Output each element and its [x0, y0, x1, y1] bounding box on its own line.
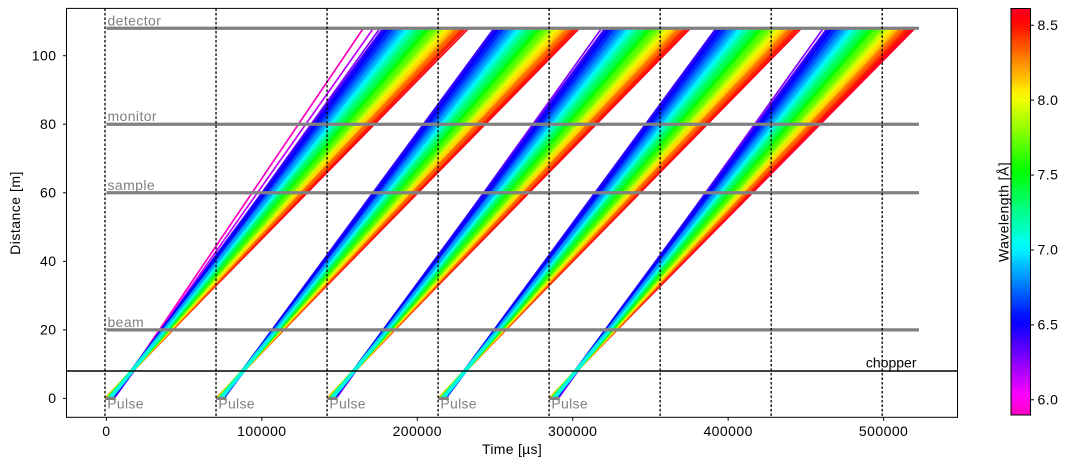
svg-text:0: 0 [102, 423, 110, 439]
svg-text:200000: 200000 [393, 423, 442, 439]
svg-text:80: 80 [40, 116, 56, 132]
svg-text:7.0: 7.0 [1038, 242, 1059, 258]
svg-text:Time [µs]: Time [µs] [482, 441, 542, 457]
svg-text:400000: 400000 [703, 423, 752, 439]
svg-text:Distance [m]: Distance [m] [7, 171, 23, 255]
svg-text:0: 0 [48, 390, 56, 406]
svg-text:sample: sample [108, 177, 156, 193]
svg-text:Pulse: Pulse [107, 396, 144, 412]
svg-text:Pulse: Pulse [551, 396, 588, 412]
svg-text:100: 100 [32, 47, 57, 63]
svg-text:6.5: 6.5 [1038, 316, 1059, 332]
svg-text:300000: 300000 [548, 423, 597, 439]
svg-text:7.5: 7.5 [1038, 167, 1059, 183]
svg-text:20: 20 [40, 321, 56, 337]
svg-text:60: 60 [40, 184, 56, 200]
svg-text:8.5: 8.5 [1038, 17, 1059, 33]
svg-text:chopper: chopper [866, 354, 917, 370]
svg-text:beam: beam [108, 314, 145, 330]
svg-text:Pulse: Pulse [329, 396, 366, 412]
svg-text:6.0: 6.0 [1038, 391, 1059, 407]
svg-text:500000: 500000 [859, 423, 908, 439]
svg-text:monitor: monitor [108, 108, 157, 124]
svg-text:detector: detector [108, 12, 162, 28]
svg-text:8.0: 8.0 [1038, 92, 1059, 108]
svg-text:Wavelength [Å]: Wavelength [Å] [996, 162, 1012, 262]
svg-text:40: 40 [40, 253, 56, 269]
svg-text:Pulse: Pulse [440, 396, 477, 412]
svg-text:100000: 100000 [237, 423, 286, 439]
svg-text:Pulse: Pulse [218, 396, 255, 412]
